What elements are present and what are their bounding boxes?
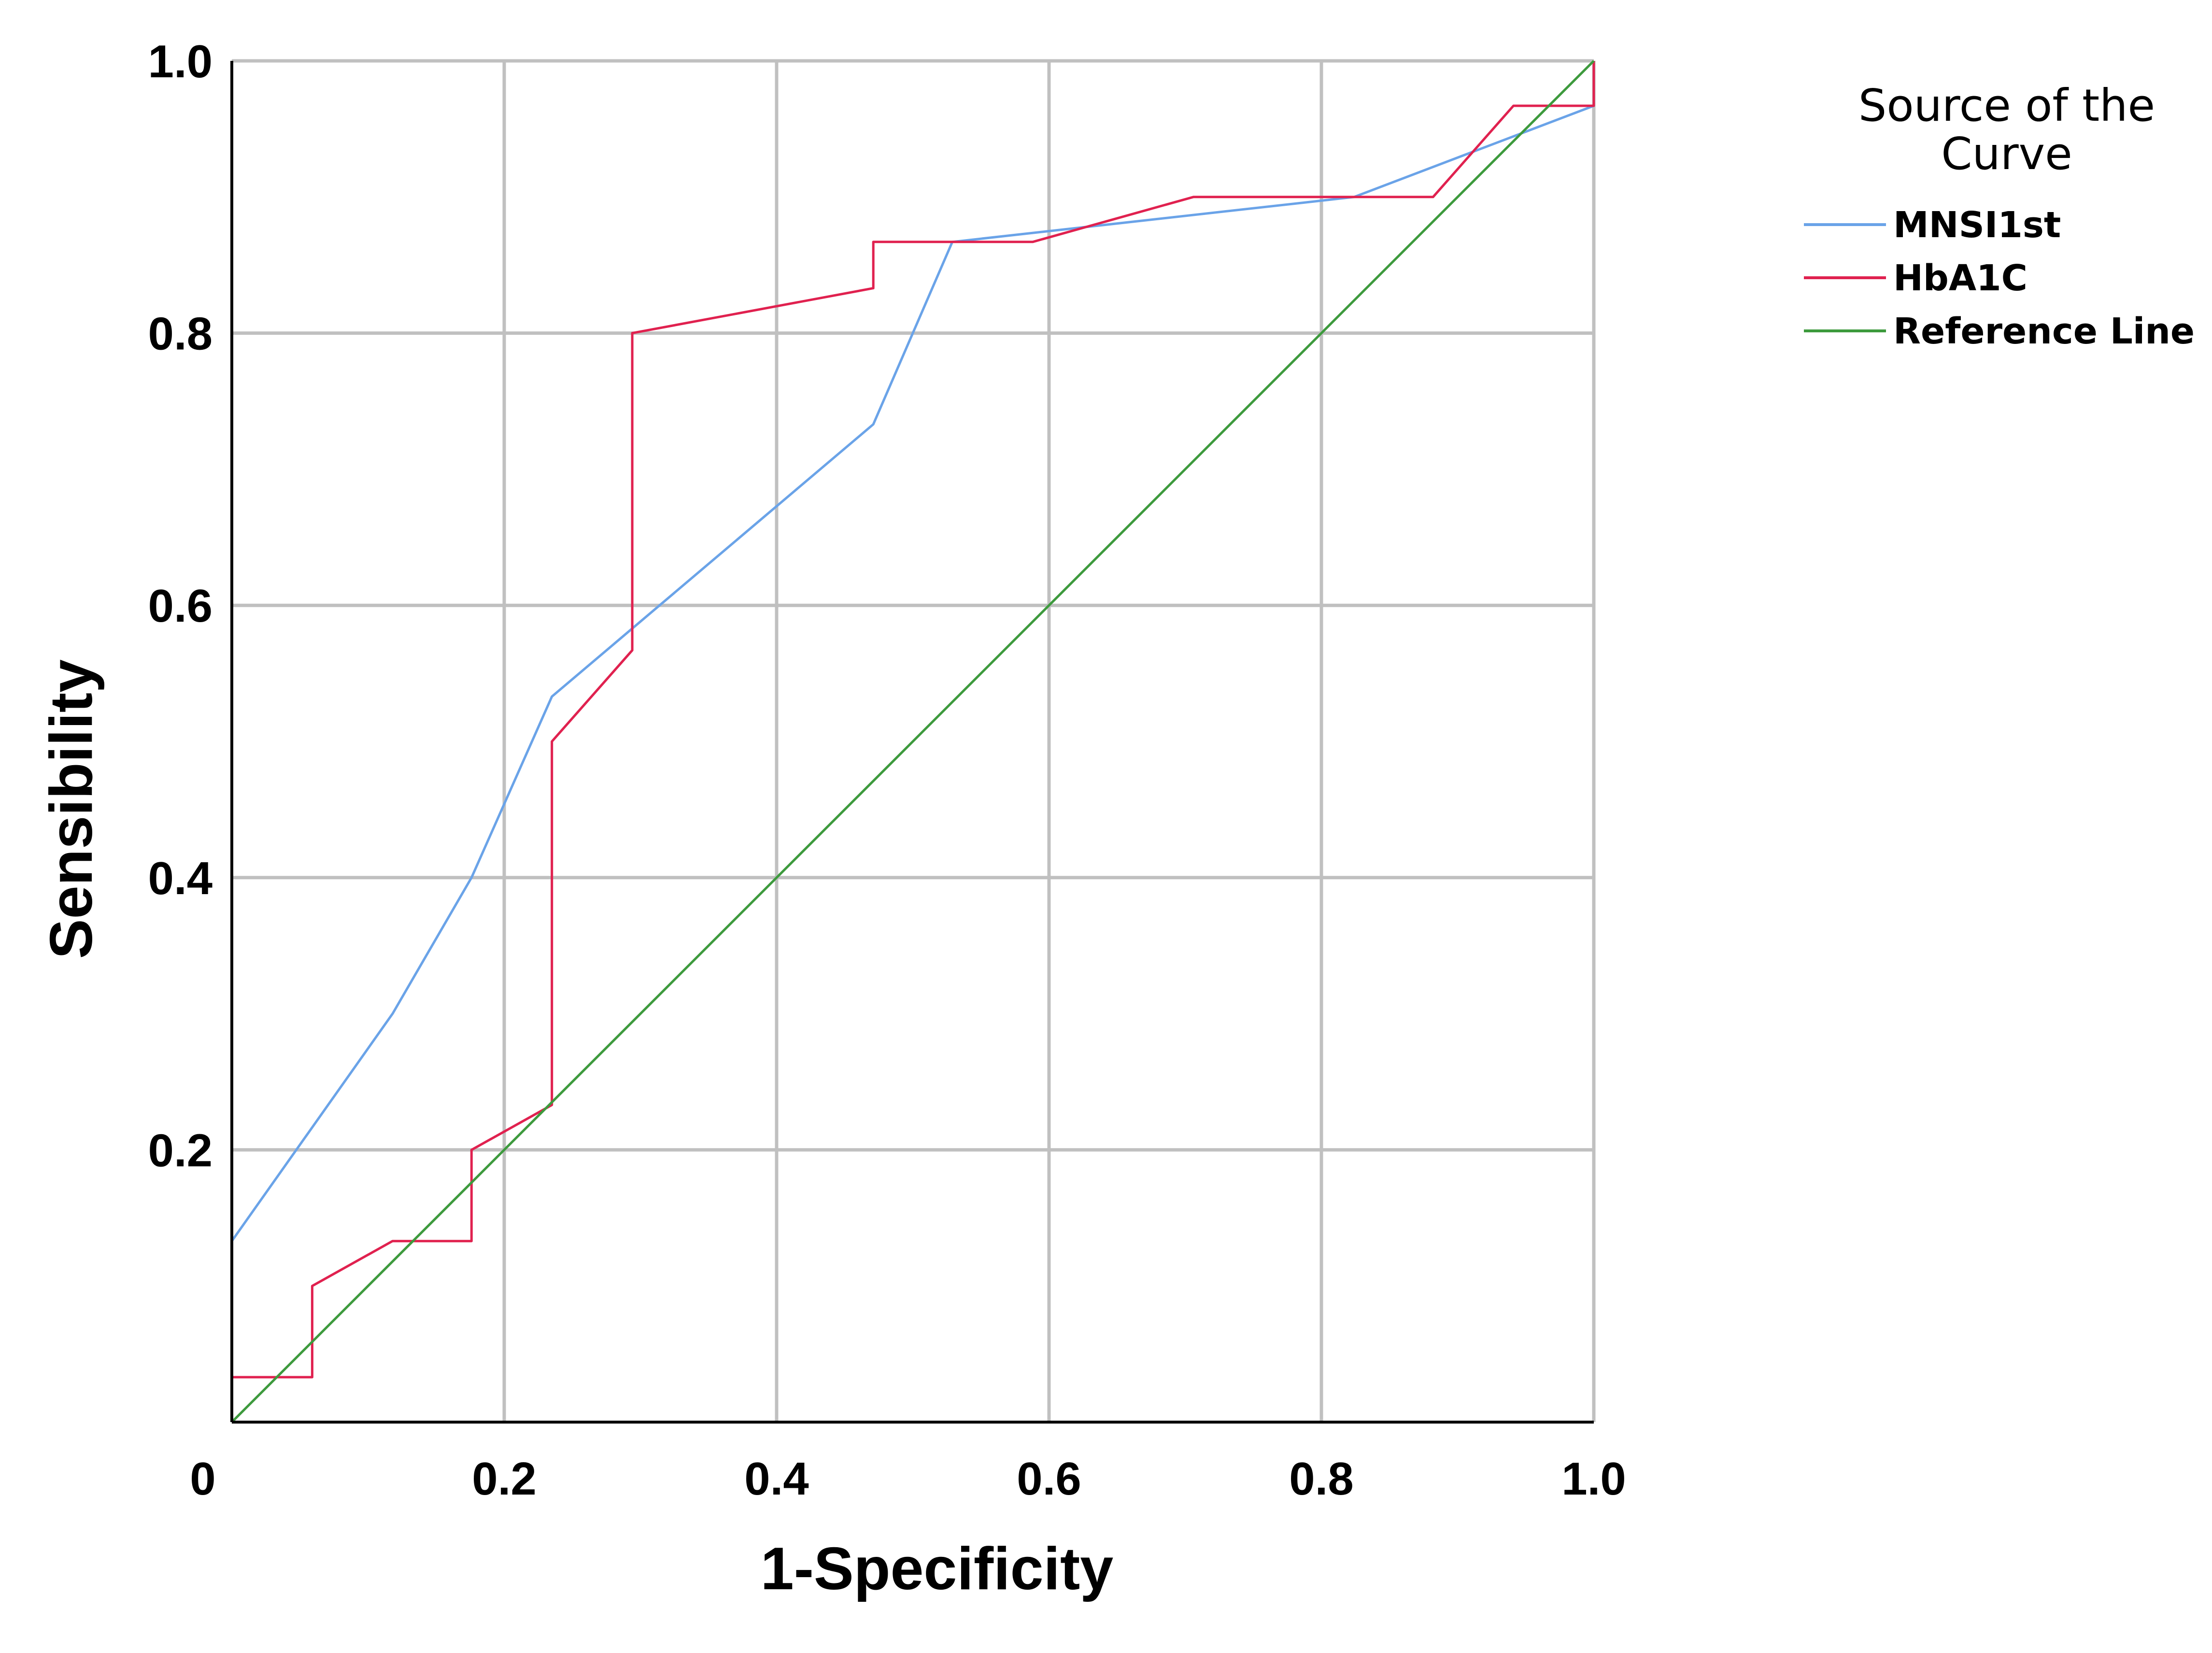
series-line-hba1c <box>230 61 1595 1422</box>
legend-items: MNSI1st HbA1C Reference Line <box>1804 204 2195 352</box>
x-tick-label-2: 0.4 <box>744 1453 808 1505</box>
series-layer <box>230 60 1595 1423</box>
y-tick-label-1: 0.4 <box>148 853 213 904</box>
x-axis-title: 1-Specificity <box>761 1536 1114 1602</box>
y-axis-title: Sensibility <box>38 659 105 959</box>
tick-labels: 0 0.2 0.4 0.6 0.8 1.0 0.2 0.4 0.6 0.8 1.0 <box>148 36 1626 1505</box>
legend-title-line-1: Source of the <box>1858 80 2155 131</box>
axes <box>230 61 1594 1424</box>
legend: Source of the Curve MNSI1st HbA1C Referenc… <box>1804 80 2195 352</box>
legend-label-reference-line: Reference Line <box>1893 311 2195 352</box>
y-tick-label-3: 0.8 <box>148 308 213 360</box>
x-tick-label-3: 0.6 <box>1017 1453 1081 1505</box>
legend-label-mnsi1st: MNSI1st <box>1893 204 2061 246</box>
legend-title-line-2: Curve <box>1941 128 2072 180</box>
x-tick-label-0: 0 <box>190 1453 215 1505</box>
series-line-reference-line <box>231 60 1595 1423</box>
y-tick-label-4: 1.0 <box>148 36 213 87</box>
y-tick-label-2: 0.6 <box>148 580 213 632</box>
x-tick-label-4: 0.8 <box>1289 1453 1353 1505</box>
y-tick-label-0: 0.2 <box>148 1125 213 1176</box>
x-tick-label-1: 0.2 <box>472 1453 536 1505</box>
x-tick-label-5: 1.0 <box>1561 1453 1626 1505</box>
legend-label-hba1c: HbA1C <box>1893 257 2028 299</box>
